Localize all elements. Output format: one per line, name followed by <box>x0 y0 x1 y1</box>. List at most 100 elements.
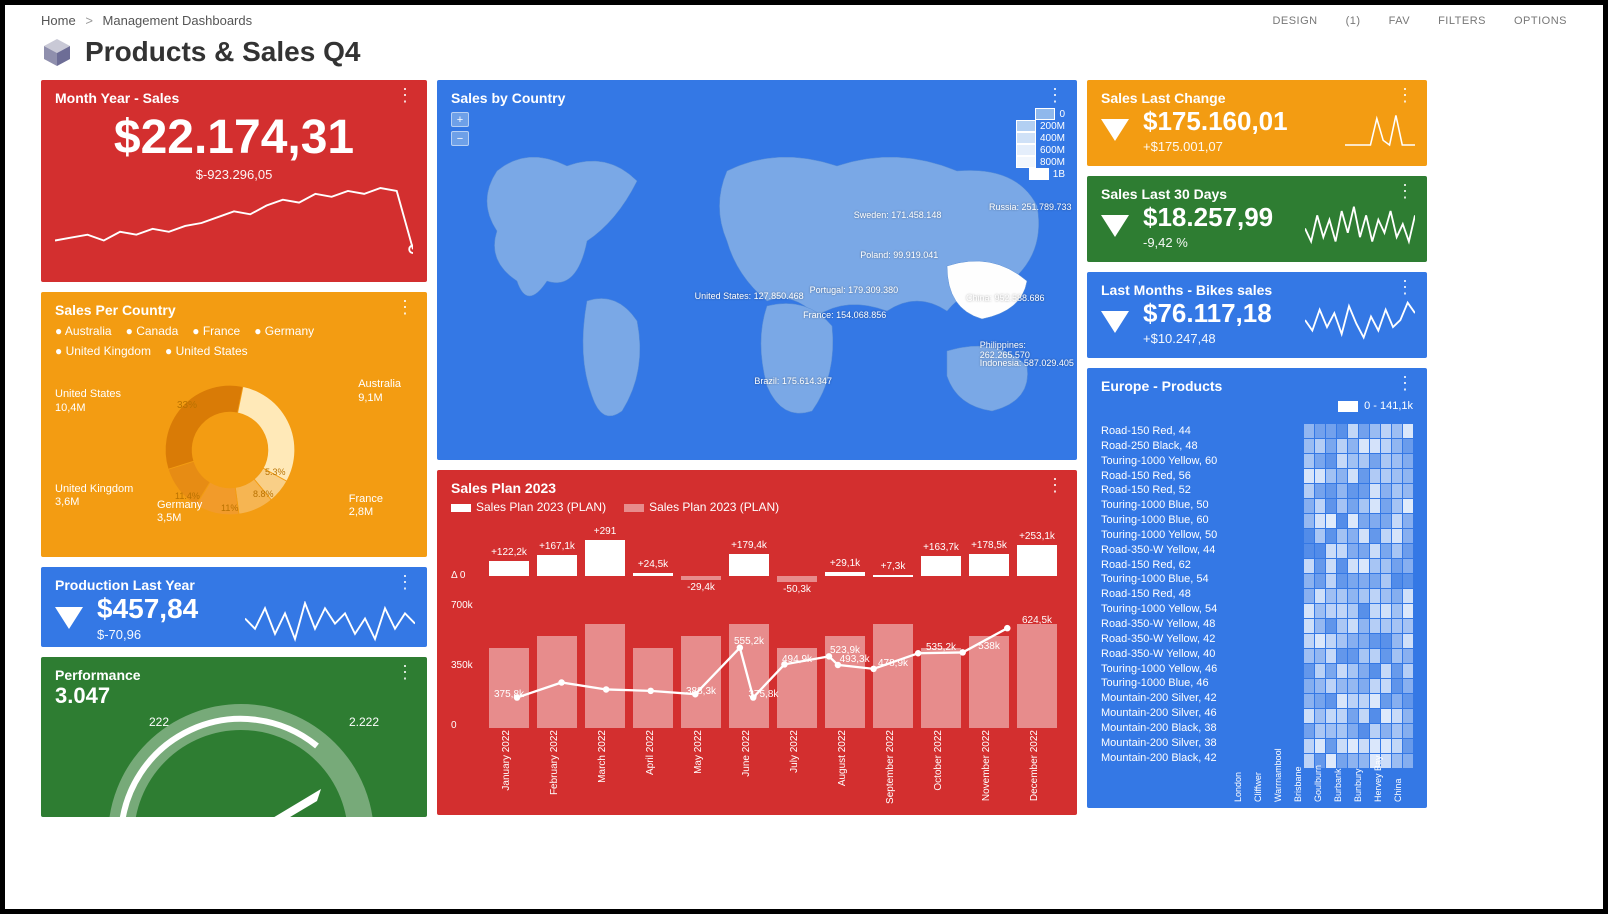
heat-cell <box>1326 649 1336 663</box>
heatmap-col-label: Burbank <box>1333 790 1343 802</box>
breadcrumb-home[interactable]: Home <box>41 13 76 28</box>
legend-item[interactable]: Australia <box>55 324 112 338</box>
card-menu-icon[interactable] <box>396 577 413 587</box>
map-marker: Sweden: 171.458.148 <box>854 210 942 220</box>
card-menu-icon[interactable] <box>1046 480 1063 490</box>
heat-cell <box>1370 634 1380 648</box>
slice-label: France2,8M <box>349 493 383 521</box>
month-label: December 2022 <box>1029 730 1040 810</box>
delta-bar <box>681 576 721 580</box>
action-options[interactable]: OPTIONS <box>1514 15 1567 27</box>
heat-cell <box>1392 544 1402 558</box>
heat-cell <box>1370 439 1380 453</box>
card-title: Sales by Country <box>451 90 565 106</box>
heat-cell <box>1370 619 1380 633</box>
heat-cell <box>1304 529 1314 543</box>
legend-item[interactable]: United States <box>165 344 248 358</box>
card-menu-icon[interactable] <box>396 90 413 100</box>
heat-cell <box>1359 499 1369 513</box>
delta-label: +253,1k <box>1013 531 1061 542</box>
page-title: Products & Sales Q4 <box>85 36 360 68</box>
breadcrumb-current[interactable]: Management Dashboards <box>103 13 253 28</box>
heat-cell <box>1304 649 1314 663</box>
column-center: Sales by Country + − Russia: 251.789.733… <box>437 80 1077 817</box>
delta-label: +24,5k <box>629 559 677 570</box>
heat-cell <box>1326 469 1336 483</box>
card-menu-icon[interactable] <box>1396 378 1413 388</box>
action-filters[interactable]: FILTERS <box>1438 15 1486 27</box>
heat-cell <box>1304 454 1314 468</box>
card-europe-products: Europe - Products 0 - 141,1k Road-150 Re… <box>1087 368 1427 808</box>
legend-item[interactable]: Canada <box>126 324 179 338</box>
action-fav[interactable]: FAV <box>1389 15 1410 27</box>
legend-swatch <box>1035 108 1055 120</box>
heat-cell <box>1315 529 1325 543</box>
heat-cell <box>1370 649 1380 663</box>
heat-cell <box>1326 499 1336 513</box>
arrow-down-icon <box>1101 215 1129 237</box>
action-design[interactable]: DESIGN <box>1272 15 1317 27</box>
card-menu-icon[interactable] <box>396 302 413 312</box>
legend-swatch <box>1338 401 1358 412</box>
heat-cell <box>1304 604 1314 618</box>
heat-cell <box>1315 694 1325 708</box>
heat-cell <box>1381 694 1391 708</box>
heat-cell <box>1348 484 1358 498</box>
heat-cell <box>1326 634 1336 648</box>
world-map[interactable] <box>437 106 1077 456</box>
heat-cell <box>1392 604 1402 618</box>
heat-cell <box>1315 634 1325 648</box>
heat-cell <box>1381 424 1391 438</box>
heat-cell <box>1403 649 1413 663</box>
heat-cell <box>1392 514 1402 528</box>
card-menu-icon[interactable] <box>1396 282 1413 292</box>
heat-cell <box>1304 544 1314 558</box>
heat-cell <box>1359 664 1369 678</box>
card-menu-icon[interactable] <box>1396 90 1413 100</box>
heat-cell <box>1359 469 1369 483</box>
heat-cell <box>1337 574 1347 588</box>
heat-cell <box>1348 454 1358 468</box>
heat-cell <box>1392 739 1402 753</box>
heat-cell <box>1359 724 1369 738</box>
heat-cell <box>1315 664 1325 678</box>
heat-cell <box>1359 634 1369 648</box>
heatmap-col-label: Brisbane <box>1293 790 1303 802</box>
heat-cell <box>1304 694 1314 708</box>
heat-cell <box>1392 634 1402 648</box>
heat-cell <box>1337 514 1347 528</box>
legend-item[interactable]: United Kingdom <box>55 344 151 358</box>
topbar: Home > Management Dashboards DESIGN (1) … <box>5 5 1603 32</box>
heat-cell <box>1381 649 1391 663</box>
gauge <box>91 697 391 817</box>
action-count[interactable]: (1) <box>1346 15 1361 27</box>
card-menu-icon[interactable] <box>1046 90 1063 100</box>
heat-cell <box>1315 604 1325 618</box>
month-label: August 2022 <box>837 730 848 810</box>
heat-cell <box>1370 544 1380 558</box>
heat-cell <box>1315 589 1325 603</box>
heat-cell <box>1359 604 1369 618</box>
card-title: Europe - Products <box>1101 378 1222 394</box>
legend-item[interactable]: France <box>192 324 240 338</box>
month-label: July 2022 <box>789 730 800 810</box>
card-title: Production Last Year <box>55 577 195 593</box>
heat-cell <box>1348 619 1358 633</box>
card-menu-icon[interactable] <box>1396 186 1413 196</box>
heat-cell <box>1348 754 1358 768</box>
heat-cell <box>1304 574 1314 588</box>
heat-cell <box>1348 679 1358 693</box>
heat-cell <box>1370 499 1380 513</box>
heat-cell <box>1392 529 1402 543</box>
heat-cell <box>1304 514 1314 528</box>
kpi-sub: +$175.001,07 <box>1143 139 1288 154</box>
heat-cell <box>1403 619 1413 633</box>
delta-label: +291 <box>581 526 629 537</box>
legend-swatch <box>1016 120 1036 132</box>
kpi-value: $457,84 <box>97 593 198 625</box>
sparkline <box>1345 110 1415 152</box>
legend-item[interactable]: Germany <box>254 324 314 338</box>
heat-cell <box>1370 664 1380 678</box>
heat-cell <box>1359 484 1369 498</box>
card-menu-icon[interactable] <box>396 667 413 677</box>
